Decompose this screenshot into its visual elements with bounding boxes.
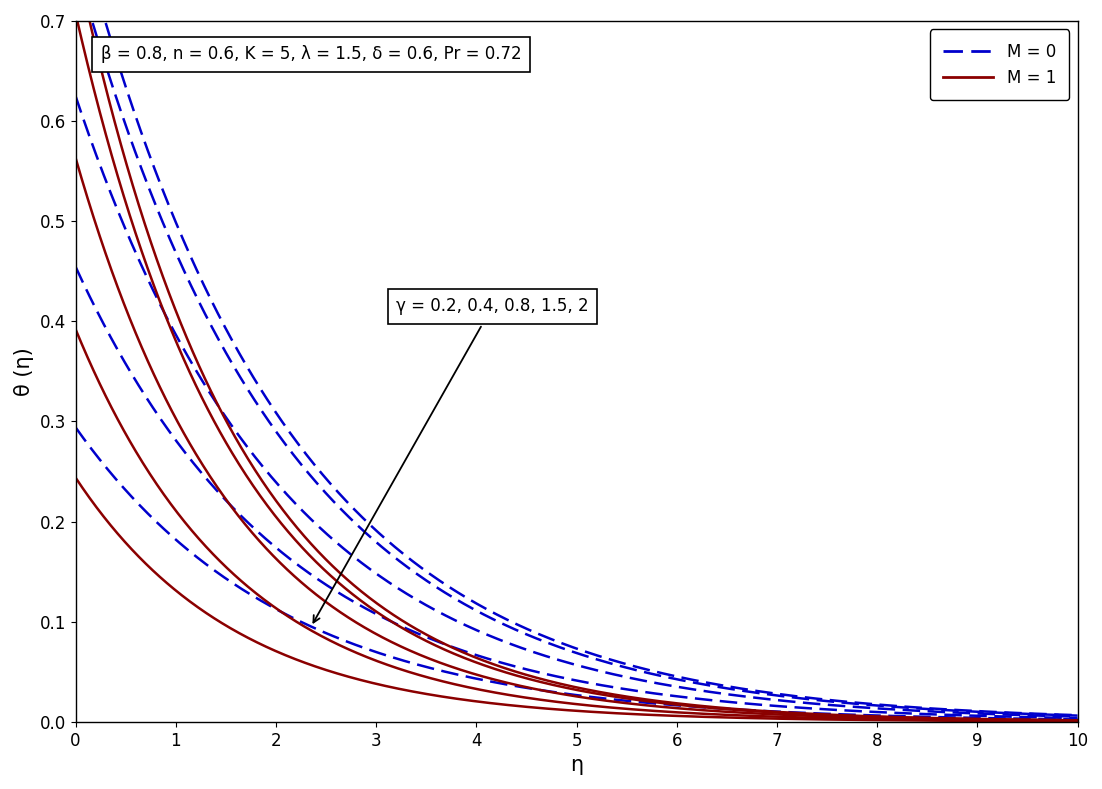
Y-axis label: θ (η): θ (η) [14, 347, 34, 396]
X-axis label: η: η [570, 755, 583, 775]
Text: β = 0.8, n = 0.6, K = 5, λ = 1.5, δ = 0.6, Pr = 0.72: β = 0.8, n = 0.6, K = 5, λ = 1.5, δ = 0.… [100, 46, 521, 63]
Text: γ = 0.2, 0.4, 0.8, 1.5, 2: γ = 0.2, 0.4, 0.8, 1.5, 2 [313, 297, 588, 623]
Legend: M = 0, M = 1: M = 0, M = 1 [930, 29, 1069, 100]
